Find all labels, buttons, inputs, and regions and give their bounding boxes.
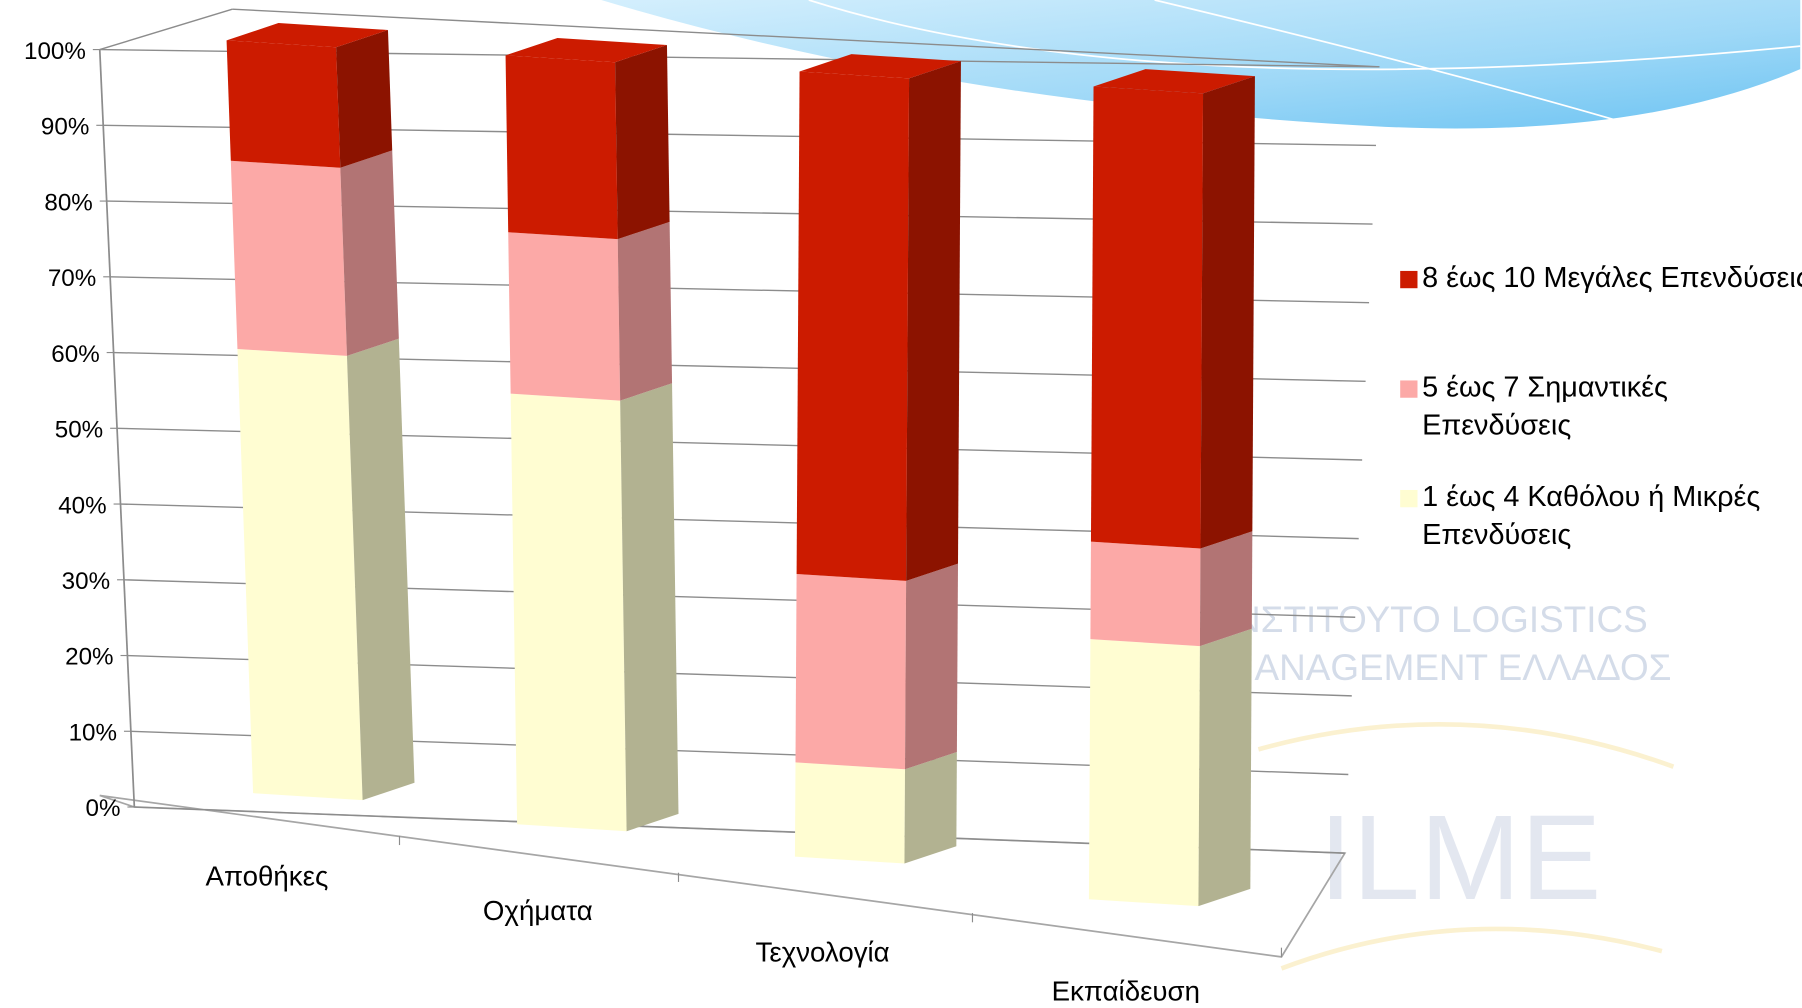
bar-side xyxy=(346,338,415,801)
x-tick-label: Εκπαίδευση xyxy=(1052,976,1200,1003)
bar-side xyxy=(340,150,399,356)
bar-segment xyxy=(1088,639,1200,907)
y-tick-label: 60% xyxy=(51,341,99,368)
bar-top xyxy=(1093,69,1255,94)
bar-top xyxy=(226,23,388,48)
bar-segment xyxy=(510,393,627,832)
bar-segment xyxy=(796,71,910,581)
y-tick-label: 80% xyxy=(44,189,92,216)
bar-top xyxy=(799,54,961,79)
legend-swatch xyxy=(1400,380,1418,398)
bar-side xyxy=(617,221,673,401)
legend-item: 1 έως 4 Καθόλου ή Μικρές Επενδύσεις xyxy=(1422,480,1761,552)
y-tick-label: 50% xyxy=(55,417,103,444)
logo-arc xyxy=(1280,926,1663,971)
bar-segment xyxy=(230,160,347,356)
y-tick-label: 0% xyxy=(86,795,121,822)
y-tick-label: 10% xyxy=(69,719,117,746)
bar-top xyxy=(505,38,667,63)
bar-segment xyxy=(508,232,621,401)
y-tick-label: 30% xyxy=(62,568,110,595)
bar-segment xyxy=(237,349,363,801)
legend-label: 1 έως 4 Καθόλου ή Μικρές Επενδύσεις xyxy=(1422,480,1761,552)
y-tick-label: 70% xyxy=(48,265,96,292)
bar-side xyxy=(336,29,393,168)
bar-segment xyxy=(1090,86,1204,549)
x-tick-label: Τεχνολογία xyxy=(756,936,890,967)
legend-label: 5 έως 7 Σημαντικές Επενδύσεις xyxy=(1422,371,1668,442)
legend-item: 5 έως 7 Σημαντικές Επενδύσεις xyxy=(1422,371,1668,442)
back-top xyxy=(232,8,1380,68)
legend-label: 8 έως 10 Μεγάλες Επενδύσεις xyxy=(1422,261,1802,294)
bar-side xyxy=(1200,76,1255,549)
bar-segment xyxy=(505,55,618,240)
bar-segment xyxy=(226,40,341,168)
bar-side xyxy=(1198,628,1252,907)
y-tick-label: 100% xyxy=(24,38,86,65)
y-tick-label: 90% xyxy=(41,114,89,141)
legend-item: 8 έως 10 Μεγάλες Επενδύσεις xyxy=(1422,261,1802,294)
bar-side xyxy=(905,563,958,770)
wave-line xyxy=(808,0,1801,71)
legend-swatch xyxy=(1400,489,1418,508)
bar-side xyxy=(1199,531,1253,647)
x-tick-label: Αποθήκες xyxy=(206,860,329,891)
y-axis xyxy=(98,49,136,808)
bar-side xyxy=(620,383,679,832)
bar-segment xyxy=(794,762,906,864)
y-tick-label: 20% xyxy=(65,644,113,671)
y-tick-label: 40% xyxy=(58,492,106,519)
bar-side xyxy=(906,61,961,581)
logo-arc xyxy=(1257,722,1675,769)
watermark-logo: ILME xyxy=(1319,789,1602,925)
wave-line xyxy=(1154,0,1640,128)
bar-segment xyxy=(1090,541,1201,647)
bar-side xyxy=(904,751,957,864)
x-tick-label: Οχήματα xyxy=(483,895,593,926)
watermark-line: MANAGEMENT ΕΛΛΑΔΟΣ xyxy=(1224,647,1672,688)
bar-segment xyxy=(795,573,907,770)
watermark-line: ΙΝΣΤΙΤΟΥΤΟ LOGISTICS xyxy=(1224,599,1648,640)
legend-swatch xyxy=(1400,270,1418,289)
bar-side xyxy=(615,44,670,240)
y-axis-back xyxy=(99,8,233,51)
